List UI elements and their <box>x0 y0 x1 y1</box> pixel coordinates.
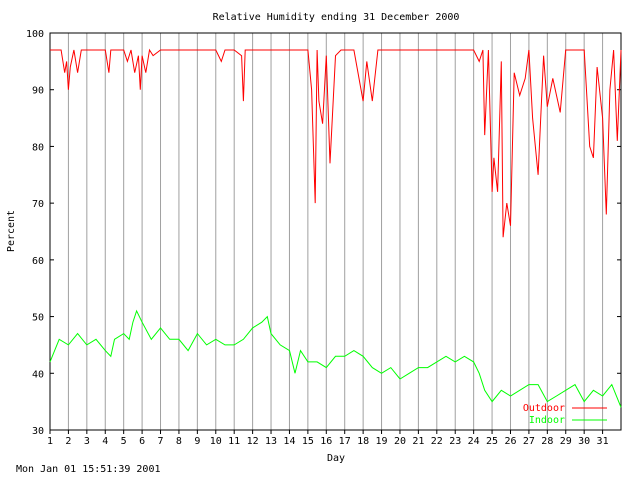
x-tick-label: 14 <box>283 436 295 447</box>
x-tick-label: 17 <box>339 436 351 447</box>
x-tick-label: 29 <box>560 436 572 447</box>
x-tick-label: 1 <box>47 436 53 447</box>
x-tick-label: 7 <box>158 436 164 447</box>
legend-label-indoor: Indoor <box>529 415 565 426</box>
x-tick-label: 19 <box>376 436 388 447</box>
timestamp: Mon Jan 01 15:51:39 2001 <box>16 464 161 475</box>
x-tick-label: 12 <box>247 436 259 447</box>
outdoor-series-line <box>50 48 622 238</box>
x-tick-label: 21 <box>412 436 424 447</box>
x-tick-label: 11 <box>228 436 240 447</box>
series-lines <box>49 48 622 408</box>
y-tick-label: 100 <box>26 29 44 40</box>
y-axis-label: Percent <box>6 210 17 252</box>
y-tick-label: 30 <box>32 426 44 437</box>
y-tick-label: 80 <box>32 142 44 153</box>
y-tick-label: 50 <box>32 313 44 324</box>
y-tick-label: 70 <box>32 199 44 210</box>
x-tick-label: 8 <box>176 436 182 447</box>
x-tick-label: 6 <box>139 436 145 447</box>
x-axis-ticks: 1 2 3 4 5 6 7 8 9 10 11 12 13 14 15 16 17 18 19 20 21 22 23 24 2… <box>47 430 609 447</box>
x-tick-label: 26 <box>504 436 516 447</box>
y-axis-ticks: 30 40 50 60 70 80 90 100 <box>26 29 621 437</box>
plot-frame <box>49 32 622 431</box>
x-tick-label: 10 <box>210 436 222 447</box>
x-tick-label: 22 <box>431 436 443 447</box>
x-tick-label: 27 <box>523 436 535 447</box>
x-tick-label: 9 <box>194 436 200 447</box>
x-tick-label: 13 <box>265 436 277 447</box>
grid-lines <box>67 33 604 430</box>
x-tick-label: 20 <box>394 436 406 447</box>
x-tick-label: 28 <box>541 436 553 447</box>
y-tick-label: 90 <box>32 86 44 97</box>
x-tick-label: 24 <box>468 436 480 447</box>
x-tick-label: 18 <box>357 436 369 447</box>
x-tick-label: 3 <box>84 436 90 447</box>
x-axis-label: Day <box>327 453 345 464</box>
x-tick-label: 23 <box>449 436 461 447</box>
x-tick-label: 25 <box>486 436 498 447</box>
x-tick-label: 16 <box>320 436 332 447</box>
x-tick-label: 5 <box>121 436 127 447</box>
x-tick-label: 31 <box>597 436 609 447</box>
x-tick-label: 30 <box>578 436 590 447</box>
x-tick-label: 4 <box>102 436 108 447</box>
y-tick-label: 60 <box>32 256 44 267</box>
chart-title: Relative Humidity ending 31 December 200… <box>213 12 460 23</box>
x-tick-label: 15 <box>302 436 314 447</box>
y-tick-label: 40 <box>32 369 44 380</box>
x-tick-label: 2 <box>65 436 71 447</box>
legend-label-outdoor: Outdoor <box>523 403 565 414</box>
indoor-series-line <box>49 309 622 408</box>
